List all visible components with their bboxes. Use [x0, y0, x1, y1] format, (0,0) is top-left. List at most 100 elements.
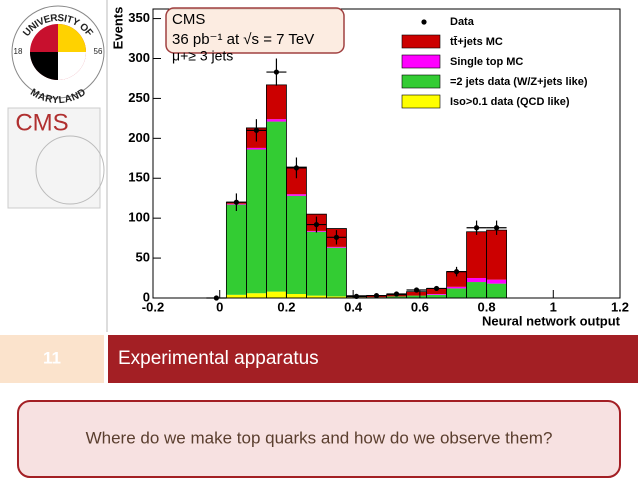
cms-logo: CMS: [7, 107, 105, 209]
legend-swatch: [401, 74, 441, 89]
legend-swatch: [401, 94, 441, 109]
bar-segment: [426, 288, 447, 295]
bar-segment: [446, 288, 467, 298]
stack-outline: [326, 228, 347, 298]
cms-logo-ring: [35, 135, 105, 205]
y-tick-label: 0: [143, 289, 150, 304]
data-marker: [233, 199, 239, 205]
x-tick-label: 0.6: [411, 299, 429, 314]
bar-segment: [246, 293, 267, 298]
data-point: [406, 287, 427, 293]
bar-segment: [286, 195, 307, 295]
data-point: [366, 293, 387, 299]
question: Where do we make top quarks and how do w…: [86, 428, 553, 447]
legend-swatch: [401, 34, 441, 49]
data-marker: [393, 291, 400, 297]
data-point: [226, 193, 247, 211]
x-tick-label: 0.4: [344, 299, 363, 314]
bar-segment: [306, 231, 327, 296]
legend-label: Data: [450, 16, 475, 28]
data-point: [286, 157, 307, 179]
x-tick-label: 0: [216, 299, 223, 314]
data-marker: [413, 287, 420, 293]
y-tick-label: 300: [128, 50, 150, 65]
bar-segment: [326, 296, 347, 298]
bar-segment: [386, 296, 407, 298]
bar-segment: [266, 291, 287, 298]
slide-title: Experimental apparatus: [118, 348, 319, 369]
data-marker: [333, 234, 340, 240]
data-marker: [313, 221, 320, 228]
data-marker: [373, 293, 380, 299]
umd-year-left: 18: [14, 47, 23, 56]
data-point: [426, 285, 447, 292]
bar-segment: [286, 194, 307, 196]
bar-segment: [406, 291, 427, 296]
data-point: [466, 220, 487, 235]
data-point: [486, 220, 507, 235]
data-point: [306, 216, 327, 233]
cms-logo-text: CMS: [15, 109, 68, 136]
bar-segment: [246, 147, 267, 150]
umd-year-right: 56: [94, 47, 103, 56]
legend-label: Single top MC: [450, 56, 523, 68]
bar-segment: [266, 121, 287, 292]
slide-number-box: [0, 335, 104, 383]
y-tick-label: 250: [128, 90, 150, 105]
bar-segment: [266, 119, 287, 122]
bar-segment: [266, 84, 287, 120]
y-axis-label: Events: [110, 7, 125, 50]
chart-subtitle: 36 pb⁻¹ at √s = 7 TeV: [172, 31, 314, 48]
annotation: μ+≥ 3 jets: [172, 48, 233, 64]
chart: Events Neural network output 0 50 100 150 20…: [110, 7, 629, 329]
cms-logo-frame: [7, 107, 101, 209]
bar-segment: [486, 283, 507, 298]
y-tick-label: 350: [128, 10, 150, 25]
bar-segment: [426, 294, 447, 298]
data-marker: [293, 165, 300, 171]
legend-label: =2 jets data (W/Z+jets like): [450, 76, 588, 88]
x-tick-label: -0.2: [142, 299, 164, 314]
chart-title-box: CMS 36 pb⁻¹ at √s = 7 TeV: [165, 7, 345, 54]
plot-frame: [152, 8, 621, 299]
data-marker: [493, 225, 500, 231]
data-marker: [453, 269, 460, 275]
data-point: [246, 119, 267, 142]
bar-segment: [486, 279, 507, 284]
bar-segment: [446, 286, 467, 289]
bar-segment: [406, 295, 427, 298]
bar-segment: [446, 271, 467, 287]
bar-segment: [326, 247, 347, 297]
slide-number: 11: [43, 348, 61, 367]
bar-segment: [466, 231, 487, 279]
data-point: [326, 230, 347, 245]
bar-segment: [286, 167, 307, 195]
bar-segment: [466, 278, 487, 283]
legend-marker: [421, 19, 427, 25]
data-marker: [433, 285, 440, 292]
bar-segment: [426, 294, 447, 295]
question-box: [17, 400, 621, 478]
bar-segment: [326, 246, 347, 248]
data-marker: [473, 225, 480, 231]
y-tick-label: 200: [128, 130, 150, 145]
bar-segment: [466, 282, 487, 298]
bar-segment: [286, 294, 307, 298]
data-point: [386, 291, 407, 297]
x-axis-label: Neural network output: [482, 313, 621, 328]
legend-label: Iso>0.1 data (QCD like): [450, 96, 570, 108]
legend-swatch: [401, 54, 441, 69]
legend-label: tt̄+jets MC: [450, 36, 503, 48]
y-tick-label: 50: [136, 250, 150, 265]
bar-segment: [226, 204, 247, 295]
x-tick-label: 1: [550, 299, 557, 314]
umd-logo: UNIVERSITY OF MARYLAND 18 56: [11, 5, 105, 106]
bar-segment: [246, 149, 267, 294]
title-band: [108, 335, 638, 383]
data-marker: [253, 127, 260, 133]
data-marker: [273, 69, 280, 75]
y-tick-label: 100: [128, 210, 150, 225]
x-tick-label: 0.2: [277, 299, 295, 314]
y-tick-label: 150: [128, 170, 150, 185]
